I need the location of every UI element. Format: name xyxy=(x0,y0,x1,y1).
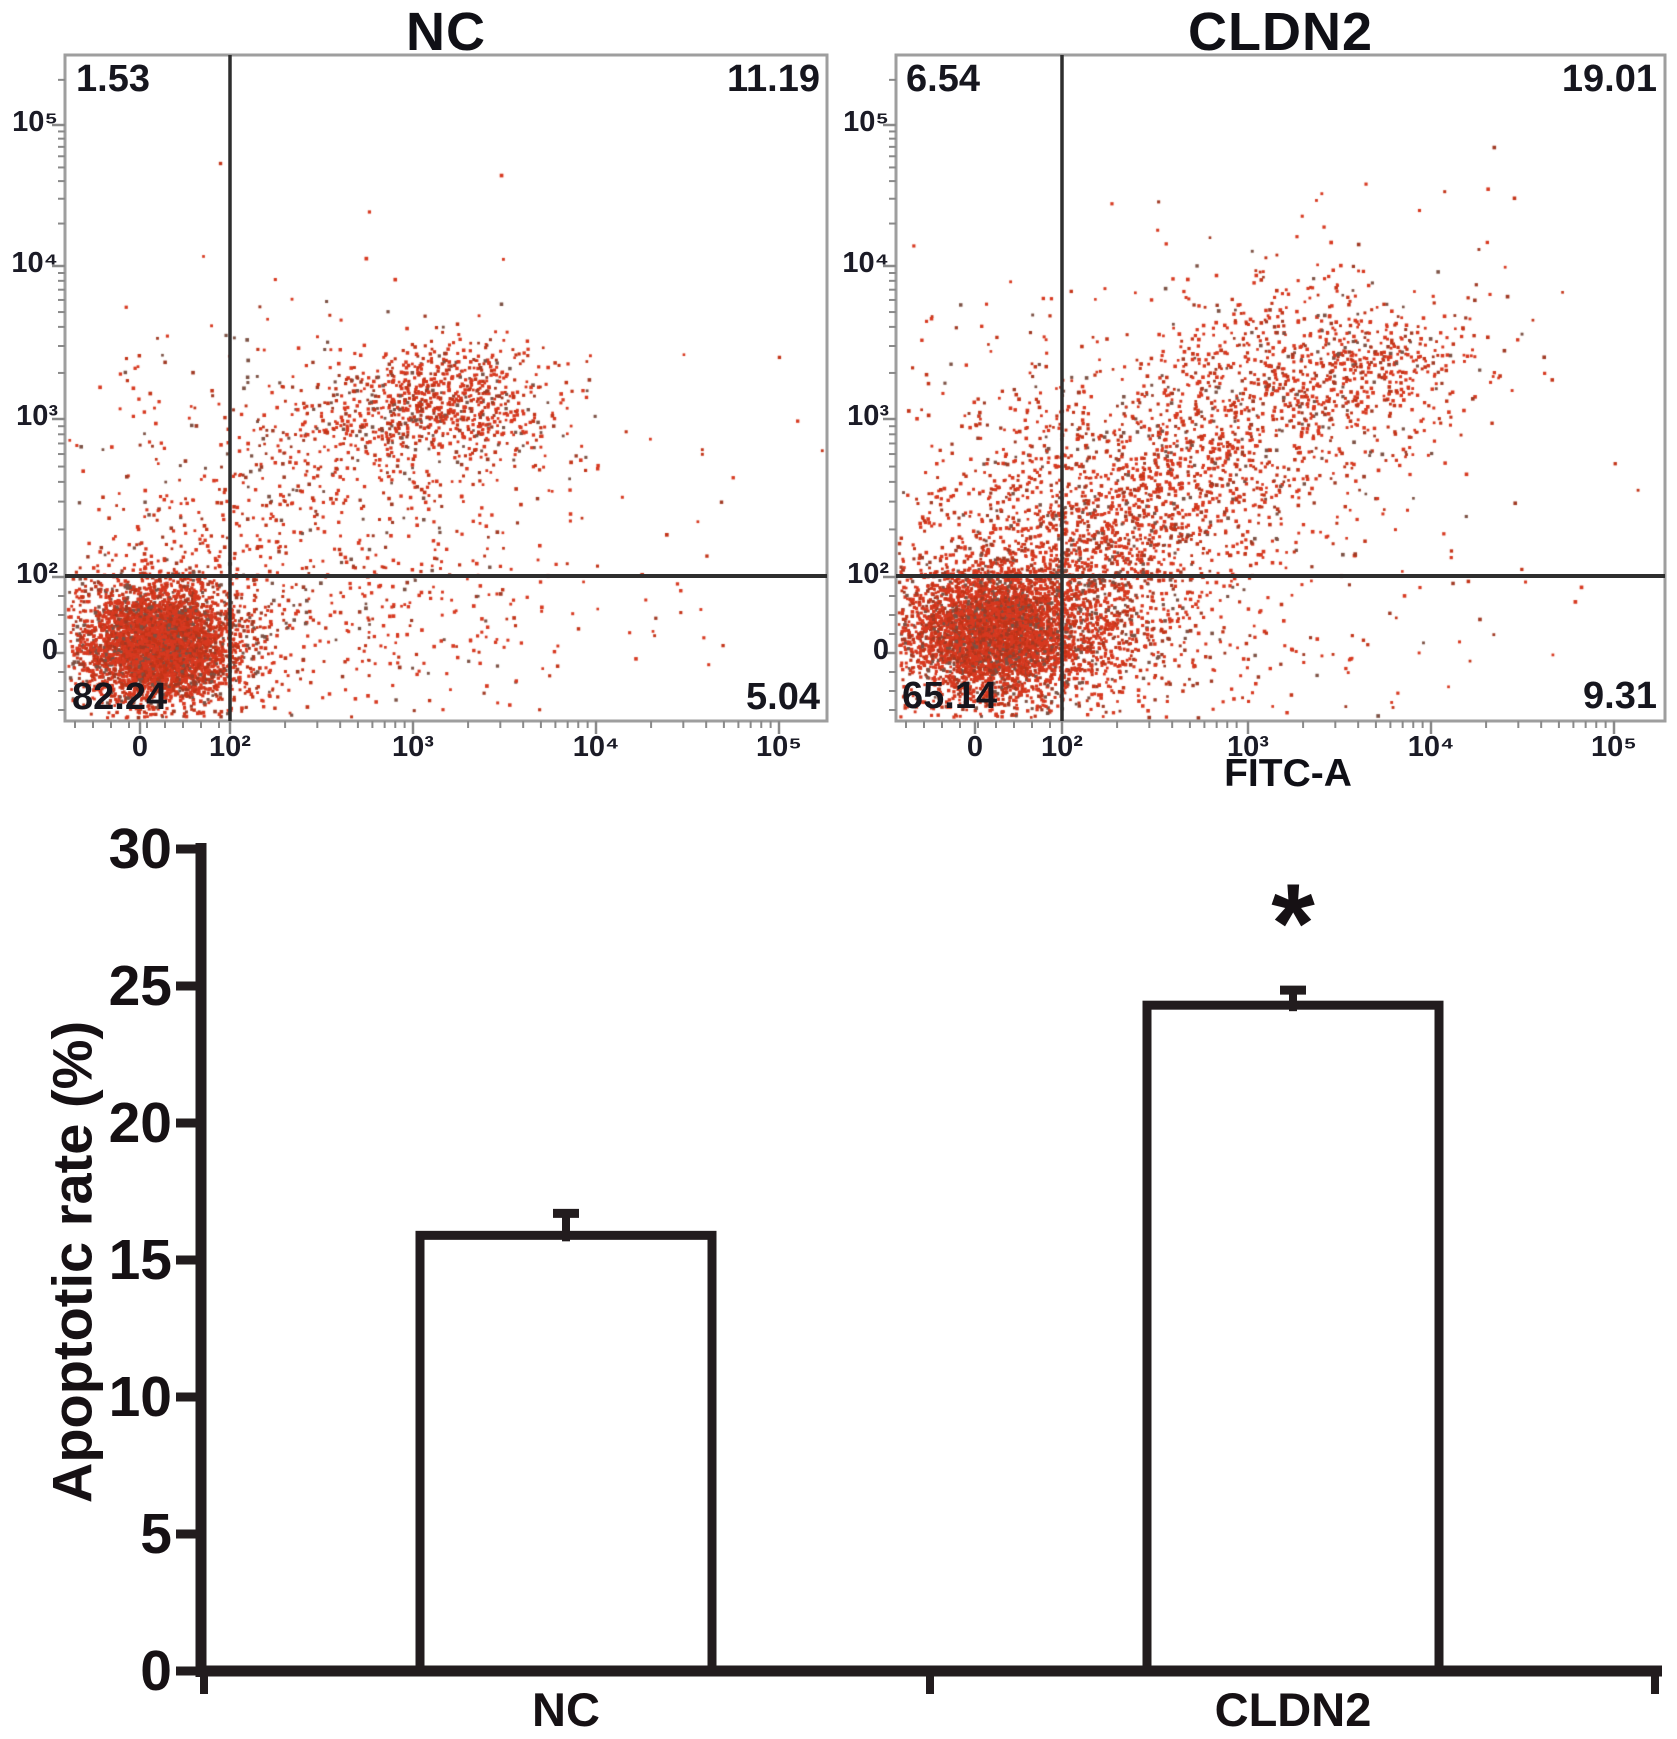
y-tick-nc-1e5: 10⁵ xyxy=(12,106,58,138)
y-tick-nc-0: 0 xyxy=(41,634,58,666)
x-tick-nc-0: 0 xyxy=(131,731,149,763)
y-tick-cldn2-0: 0 xyxy=(872,634,889,666)
bar-nc xyxy=(415,1230,717,1676)
quadrant-label-nc-bottom-right: 5.04 xyxy=(746,676,820,718)
plot-frame-nc xyxy=(63,53,829,723)
y-tick-nc-1e2: 10² xyxy=(16,558,58,590)
quadrant-label-cldn2-top-left: 6.54 xyxy=(906,58,980,100)
y-tick-cldn2-1e3: 10³ xyxy=(847,400,889,432)
y-tick-nc-1e4: 10⁴ xyxy=(11,247,58,279)
x-tick-cldn2-4: 10⁵ xyxy=(1591,731,1637,763)
panel-title-cldn2: CLDN2 xyxy=(1187,2,1373,62)
scatter-points-cldn2 xyxy=(896,55,1665,721)
x-axis-label-fitc-a: FITC-A xyxy=(1224,752,1352,795)
plot-frame-cldn2 xyxy=(894,53,1667,723)
bar-ytick-25: 25 xyxy=(108,954,172,1018)
quadrant-label-cldn2-bottom-right: 9.31 xyxy=(1583,675,1657,717)
x-tick-cldn2-3: 10⁴ xyxy=(1407,731,1455,763)
x-tick-cldn2-0: 0 xyxy=(966,731,984,763)
x-tick-cldn2-2: 10³ xyxy=(1227,731,1269,763)
bar-cldn2 xyxy=(1142,1000,1444,1676)
y-tick-nc-1e3: 10³ xyxy=(16,400,58,432)
panel-title-nc: NC xyxy=(406,2,486,62)
quadrant-label-nc-bottom-left: 82.24 xyxy=(72,676,168,718)
x-tick-nc-4: 10⁵ xyxy=(756,731,802,763)
x-tick-nc-1: 10² xyxy=(209,731,251,763)
bar-ytick-10: 10 xyxy=(108,1365,172,1429)
bar-ytick-20: 20 xyxy=(108,1091,172,1155)
x-tick-nc-2: 10³ xyxy=(392,731,434,763)
y-tick-cldn2-1e5: 10⁵ xyxy=(843,106,889,138)
bar-category-label-cldn2: CLDN2 xyxy=(1214,1683,1372,1736)
y-tick-cldn2-1e2: 10² xyxy=(847,558,889,590)
significance-asterisk: * xyxy=(1271,861,1315,986)
x-tick-nc-3: 10⁴ xyxy=(572,731,620,763)
scatter-points-nc xyxy=(65,55,827,721)
bar-ytick-0: 0 xyxy=(140,1639,172,1703)
x-tick-cldn2-1: 10² xyxy=(1041,731,1083,763)
bar-ytick-15: 15 xyxy=(108,1228,172,1292)
quadrant-label-nc-top-left: 1.53 xyxy=(76,58,150,100)
y-tick-cldn2-1e4: 10⁴ xyxy=(842,247,889,279)
bar-ytick-5: 5 xyxy=(140,1502,172,1566)
quadrant-label-nc-top-right: 11.19 xyxy=(727,58,820,100)
quadrant-label-cldn2-bottom-left: 65.14 xyxy=(902,675,998,717)
bar-category-label-nc: NC xyxy=(532,1683,600,1736)
quadrant-label-cldn2-top-right: 19.01 xyxy=(1561,58,1657,100)
bar-ytick-30: 30 xyxy=(108,817,172,881)
